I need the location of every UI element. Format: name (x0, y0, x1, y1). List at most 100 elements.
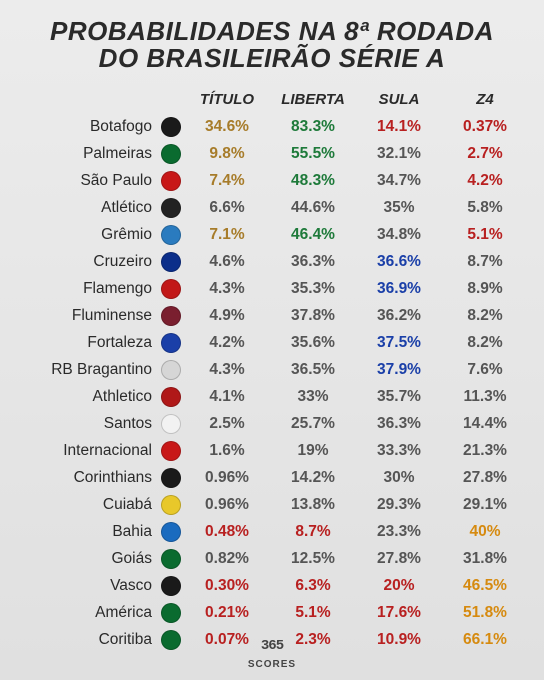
prob-value: 29.3% (356, 496, 442, 514)
prob-value: 0.96% (184, 496, 270, 514)
prob-value: 36.3% (270, 253, 356, 271)
team-name: Santos (20, 415, 158, 433)
prob-value: 4.2% (184, 334, 270, 352)
team-crest-icon (161, 468, 181, 488)
team-name: Fortaleza (20, 334, 158, 352)
team-crest-icon (161, 306, 181, 326)
table-row: São Paulo7.4%48.3%34.7%4.2% (20, 168, 524, 195)
prob-value: 34.7% (356, 172, 442, 190)
table-row: RB Bragantino4.3%36.5%37.9%7.6% (20, 357, 524, 384)
prob-value: 29.1% (442, 496, 528, 514)
team-crest-icon (161, 117, 181, 137)
prob-value: 36.5% (270, 361, 356, 379)
prob-value: 27.8% (356, 550, 442, 568)
prob-value: 37.8% (270, 307, 356, 325)
table-row: Grêmio7.1%46.4%34.8%5.1% (20, 222, 524, 249)
prob-value: 6.3% (270, 577, 356, 595)
prob-value: 5.1% (442, 226, 528, 244)
prob-value: 35.7% (356, 388, 442, 406)
table-body: Botafogo34.6%83.3%14.1%0.37%Palmeiras9.8… (20, 114, 524, 654)
prob-value: 7.1% (184, 226, 270, 244)
table-row: Flamengo4.3%35.3%36.9%8.9% (20, 276, 524, 303)
card-title: PROBABILIDADES NA 8ª RODADA DO BRASILEIR… (20, 18, 524, 73)
prob-value: 4.2% (442, 172, 528, 190)
prob-value: 12.5% (270, 550, 356, 568)
table-row: Bahia0.48%8.7%23.3%40% (20, 519, 524, 546)
col-header-liberta: LIBERTA (270, 91, 356, 108)
prob-value: 40% (442, 523, 528, 541)
table-row: Fluminense4.9%37.8%36.2%8.2% (20, 303, 524, 330)
team-name: Palmeiras (20, 145, 158, 163)
prob-value: 55.5% (270, 145, 356, 163)
prob-value: 36.3% (356, 415, 442, 433)
prob-value: 51.8% (442, 604, 528, 622)
team-crest-icon (161, 252, 181, 272)
prob-value: 83.3% (270, 118, 356, 136)
team-crest-icon (161, 171, 181, 191)
team-name: Bahia (20, 523, 158, 541)
prob-value: 8.2% (442, 307, 528, 325)
prob-value: 35.6% (270, 334, 356, 352)
team-name: Internacional (20, 442, 158, 460)
col-header-z4: Z4 (442, 91, 528, 108)
prob-value: 17.6% (356, 604, 442, 622)
table-row: Vasco0.30%6.3%20%46.5% (20, 573, 524, 600)
prob-value: 21.3% (442, 442, 528, 460)
prob-value: 13.8% (270, 496, 356, 514)
prob-value: 0.96% (184, 469, 270, 487)
table-row: Cuiabá0.96%13.8%29.3%29.1% (20, 492, 524, 519)
team-name: Atlético (20, 199, 158, 217)
team-crest-icon (161, 549, 181, 569)
prob-value: 32.1% (356, 145, 442, 163)
prob-value: 8.7% (270, 523, 356, 541)
prob-value: 23.3% (356, 523, 442, 541)
team-crest-icon (161, 360, 181, 380)
prob-value: 5.8% (442, 199, 528, 217)
table-row: Athletico4.1%33%35.7%11.3% (20, 384, 524, 411)
prob-value: 4.3% (184, 361, 270, 379)
prob-value: 0.21% (184, 604, 270, 622)
prob-value: 35% (356, 199, 442, 217)
table-header-row: TÍTULO LIBERTA SULA Z4 (20, 91, 524, 108)
prob-value: 14.1% (356, 118, 442, 136)
prob-value: 0.37% (442, 118, 528, 136)
prob-value: 4.1% (184, 388, 270, 406)
table-row: América0.21%5.1%17.6%51.8% (20, 600, 524, 627)
team-crest-icon (161, 198, 181, 218)
team-name: São Paulo (20, 172, 158, 190)
prob-value: 4.3% (184, 280, 270, 298)
prob-value: 0.30% (184, 577, 270, 595)
team-crest-icon (161, 603, 181, 623)
prob-value: 30% (356, 469, 442, 487)
prob-value: 20% (356, 577, 442, 595)
team-name: Goiás (20, 550, 158, 568)
footer-brand: 365SCORES (0, 636, 544, 670)
prob-value: 46.4% (270, 226, 356, 244)
team-crest-icon (161, 387, 181, 407)
prob-value: 11.3% (442, 388, 528, 406)
prob-value: 6.6% (184, 199, 270, 217)
prob-value: 5.1% (270, 604, 356, 622)
team-name: Vasco (20, 577, 158, 595)
prob-value: 4.6% (184, 253, 270, 271)
prob-value: 34.8% (356, 226, 442, 244)
probability-card: PROBABILIDADES NA 8ª RODADA DO BRASILEIR… (0, 0, 544, 680)
table-row: Fortaleza4.2%35.6%37.5%8.2% (20, 330, 524, 357)
team-crest-icon (161, 495, 181, 515)
probability-table: TÍTULO LIBERTA SULA Z4 Botafogo34.6%83.3… (20, 91, 524, 654)
prob-value: 37.5% (356, 334, 442, 352)
prob-value: 36.6% (356, 253, 442, 271)
title-line-2: DO BRASILEIRÃO SÉRIE A (20, 45, 524, 72)
prob-value: 2.5% (184, 415, 270, 433)
prob-value: 1.6% (184, 442, 270, 460)
prob-value: 25.7% (270, 415, 356, 433)
table-row: Palmeiras9.8%55.5%32.1%2.7% (20, 141, 524, 168)
team-name: Athletico (20, 388, 158, 406)
prob-value: 7.4% (184, 172, 270, 190)
prob-value: 0.48% (184, 523, 270, 541)
team-crest-icon (161, 225, 181, 245)
col-header-sula: SULA (356, 91, 442, 108)
table-row: Internacional1.6%19%33.3%21.3% (20, 438, 524, 465)
prob-value: 33% (270, 388, 356, 406)
prob-value: 0.82% (184, 550, 270, 568)
